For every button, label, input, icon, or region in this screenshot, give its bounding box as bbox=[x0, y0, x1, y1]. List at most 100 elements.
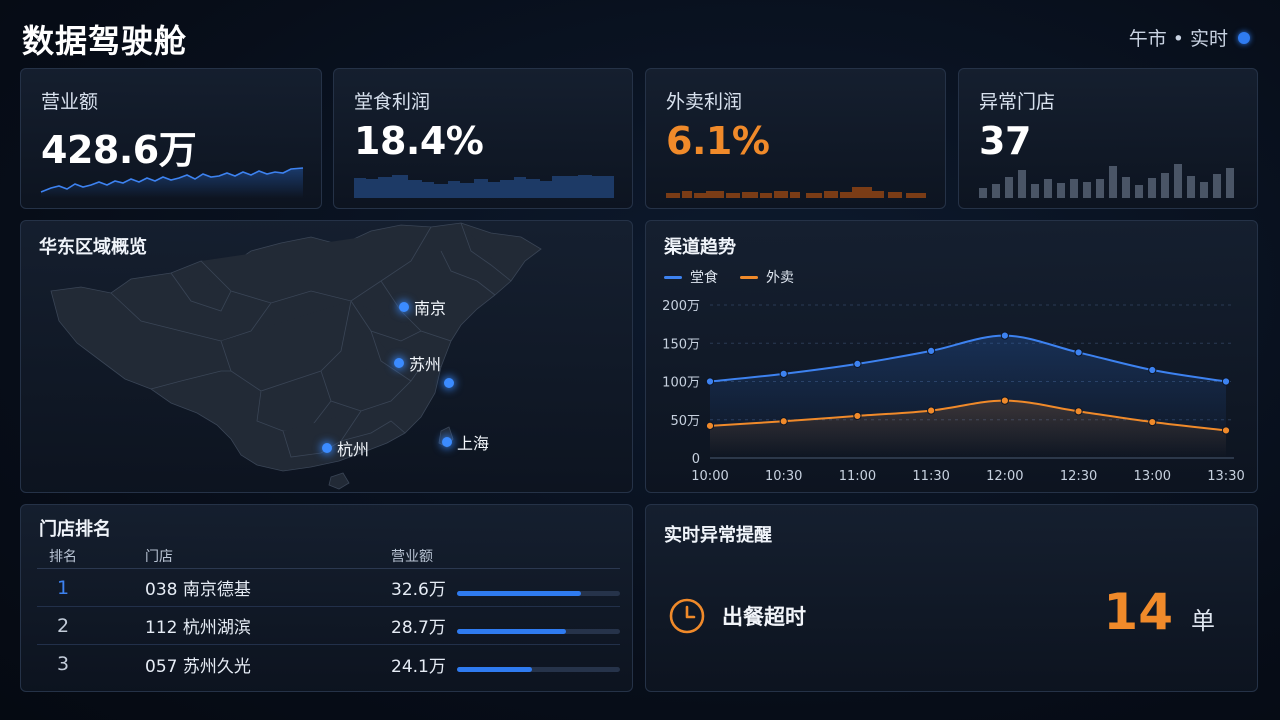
table-row[interactable]: 3 057 苏州久光 24.1万 bbox=[37, 645, 620, 683]
location-dot-icon bbox=[399, 302, 409, 312]
x-tick-label: 10:00 bbox=[691, 469, 728, 484]
y-tick-label: 0 bbox=[692, 452, 700, 467]
channel-trend-panel[interactable]: 渠道趋势 堂食 外卖 0 50万 100万 150万 200万 10:00 10:30 11:… bbox=[645, 220, 1258, 493]
status-text: 午市 • 实时 bbox=[1128, 28, 1228, 50]
city-marker-suzhou[interactable]: 苏州 bbox=[394, 351, 441, 375]
x-tick-label: 11:00 bbox=[839, 469, 876, 484]
y-tick-label: 200万 bbox=[662, 299, 700, 314]
location-dot-icon bbox=[444, 378, 454, 388]
kpi-label: 营业额 bbox=[41, 91, 99, 113]
city-label: 南京 bbox=[414, 299, 447, 318]
panel-title: 华东区域概览 bbox=[39, 237, 147, 258]
city-marker-hangzhou[interactable]: 杭州 bbox=[322, 436, 369, 460]
location-dot-icon bbox=[322, 443, 332, 453]
page-title: 数据驾驶舱 bbox=[22, 22, 188, 60]
city-label: 苏州 bbox=[409, 355, 442, 374]
data-point[interactable] bbox=[705, 377, 715, 386]
kpi-value: 428.6万 bbox=[41, 128, 197, 172]
series-line bbox=[709, 334, 1227, 383]
legend-line-icon bbox=[664, 275, 682, 279]
x-tick-label: 10:30 bbox=[765, 469, 802, 484]
city-label: 上海 bbox=[457, 434, 490, 453]
legend-label: 外卖 bbox=[766, 270, 794, 286]
legend-item-dinein[interactable]: 堂食 bbox=[664, 267, 718, 287]
store-name: 112 杭州湖滨 bbox=[145, 618, 251, 638]
y-tick-label: 50万 bbox=[670, 414, 700, 429]
city-marker-unlabeled[interactable] bbox=[444, 378, 454, 388]
abnormal-stores-bars bbox=[979, 164, 1234, 198]
realtime-alert-panel[interactable]: 实时异常提醒 出餐超时 14 单 bbox=[645, 504, 1258, 692]
table-header: 排名 门店 营业额 bbox=[37, 543, 620, 569]
china-map bbox=[50, 222, 542, 490]
header-revenue: 营业额 bbox=[391, 548, 433, 565]
panel-title: 渠道趋势 bbox=[664, 237, 736, 258]
alert-unit: 单 bbox=[1191, 607, 1215, 635]
chart-legend: 堂食 外卖 bbox=[664, 267, 794, 287]
dinein-profit-blocks bbox=[354, 175, 614, 198]
data-point[interactable] bbox=[1221, 377, 1231, 386]
location-dot-icon bbox=[394, 358, 404, 368]
legend-line-icon bbox=[740, 275, 758, 279]
data-point[interactable] bbox=[1148, 365, 1157, 375]
alert-count: 14 bbox=[1103, 583, 1173, 641]
x-tick-label: 12:00 bbox=[986, 469, 1023, 484]
header-rank: 排名 bbox=[49, 548, 77, 565]
data-point[interactable] bbox=[853, 359, 862, 369]
region-map-panel[interactable]: 华东区域概览 南京 苏州 杭州 上海 bbox=[20, 220, 633, 493]
revenue-bar bbox=[457, 569, 620, 607]
data-point[interactable] bbox=[705, 421, 715, 430]
data-point[interactable] bbox=[1074, 348, 1083, 357]
panel-title: 门店排名 bbox=[39, 519, 111, 540]
x-tick-label: 12:30 bbox=[1060, 469, 1097, 484]
data-point[interactable] bbox=[927, 406, 936, 415]
delivery-profit-blocks bbox=[666, 187, 926, 198]
data-point[interactable] bbox=[1000, 396, 1009, 405]
channel-trend-chart: 0 50万 100万 150万 200万 10:00 10:30 11:00 11:30 12:0… bbox=[662, 299, 1245, 484]
revenue-bar bbox=[457, 645, 620, 683]
kpi-card-delivery-profit[interactable]: 外卖利润 6.1% bbox=[645, 68, 946, 209]
data-point[interactable] bbox=[853, 411, 862, 421]
data-point[interactable] bbox=[1074, 407, 1083, 416]
store-name: 057 苏州久光 bbox=[145, 656, 251, 677]
rank-number: 3 bbox=[57, 653, 70, 675]
data-point[interactable] bbox=[1221, 426, 1231, 435]
kpi-card-revenue[interactable]: 营业额 428.6万 bbox=[20, 68, 322, 209]
store-revenue: 28.7万 bbox=[391, 618, 446, 638]
data-point[interactable] bbox=[927, 346, 936, 355]
rank-number: 1 bbox=[57, 576, 70, 599]
legend-item-delivery[interactable]: 外卖 bbox=[740, 267, 794, 287]
kpi-card-abnormal-stores[interactable]: 异常门店 37 bbox=[958, 68, 1258, 209]
kpi-label: 外卖利润 bbox=[666, 91, 743, 113]
store-revenue: 32.6万 bbox=[391, 580, 446, 600]
panel-title: 实时异常提醒 bbox=[664, 525, 772, 546]
data-point[interactable] bbox=[1148, 417, 1157, 427]
data-point[interactable] bbox=[779, 417, 788, 426]
data-point[interactable] bbox=[1000, 331, 1009, 340]
location-dot-icon bbox=[442, 437, 452, 447]
kpi-value: 6.1% bbox=[666, 119, 770, 163]
kpi-value: 18.4% bbox=[354, 119, 484, 163]
series-line bbox=[709, 399, 1227, 432]
ranking-table: 排名 门店 营业额 1 038 南京德基 32.6万 2 112 杭州湖滨 28… bbox=[37, 543, 620, 683]
kpi-value: 37 bbox=[979, 119, 1031, 163]
city-label: 杭州 bbox=[337, 440, 370, 459]
y-tick-label: 150万 bbox=[662, 337, 700, 352]
kpi-card-dinein-profit[interactable]: 堂食利润 18.4% bbox=[333, 68, 633, 209]
table-row[interactable]: 1 038 南京德基 32.6万 bbox=[37, 569, 620, 607]
table-row[interactable]: 2 112 杭州湖滨 28.7万 bbox=[37, 607, 620, 645]
legend-label: 堂食 bbox=[690, 270, 718, 286]
revenue-bar bbox=[457, 607, 620, 645]
clock-icon bbox=[669, 598, 705, 634]
x-tick-label: 13:30 bbox=[1207, 469, 1244, 484]
live-status: 午市 • 实时 bbox=[1129, 24, 1250, 51]
header-store: 门店 bbox=[145, 548, 173, 565]
kpi-label: 堂食利润 bbox=[354, 91, 431, 113]
data-point[interactable] bbox=[779, 369, 788, 378]
city-marker-shanghai[interactable]: 上海 bbox=[442, 430, 489, 454]
store-ranking-panel[interactable]: 门店排名 排名 门店 营业额 1 038 南京德基 32.6万 2 112 杭州… bbox=[20, 504, 633, 692]
kpi-label: 异常门店 bbox=[979, 91, 1056, 113]
y-tick-label: 100万 bbox=[662, 376, 700, 391]
city-marker-nanjing[interactable]: 南京 bbox=[399, 295, 446, 319]
x-tick-label: 11:30 bbox=[912, 469, 949, 484]
store-name: 038 南京德基 bbox=[145, 580, 251, 600]
